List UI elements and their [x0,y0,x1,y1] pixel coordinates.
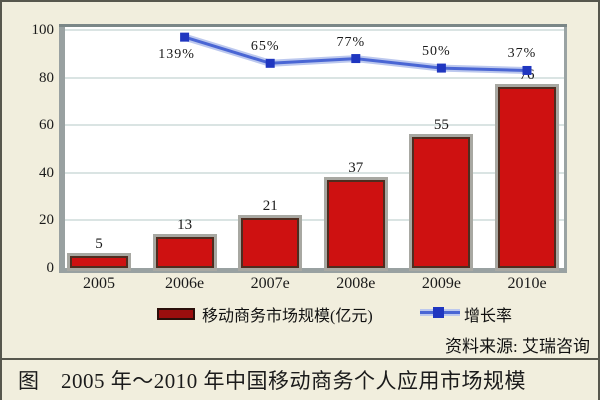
bar-value-label: 13 [177,217,193,234]
bar-value-label: 5 [95,236,103,253]
y-tick-label: 40 [39,164,54,181]
x-tick-label: 2006e [165,275,205,292]
plot-area [65,27,564,268]
x-axis [59,268,567,273]
legend-line-marker-icon [433,307,444,318]
y-tick-label: 20 [39,212,54,229]
growth-value-label: 37% [507,46,537,62]
bar-value-label: 37 [348,159,364,176]
gridline [65,171,564,174]
gridline [65,124,564,127]
bar [238,215,303,271]
y-tick-label: 100 [31,22,55,38]
bar-value-label: 76 [519,67,535,84]
x-tick-label: 2010e [507,275,547,292]
bar [67,253,131,271]
plot-top-border [59,24,567,27]
growth-value-label: 77% [336,34,366,50]
y-tick-label: 0 [46,260,55,276]
x-tick-label: 2009e [421,275,461,292]
bar [323,176,388,271]
plot-right-border [564,27,567,273]
gridline [65,219,564,222]
legend-bar-label: 移动商务市场规模(亿元) [202,308,373,325]
bar [409,134,474,271]
caption-band: 图 2005 年～2010 年中国移动商务个人应用市场规模 [2,360,598,400]
bar-value-label: 21 [262,198,278,215]
growth-value-label: 50% [422,44,451,60]
growth-value-label: 65% [250,39,280,55]
figure-caption: 图 2005 年～2010 年中国移动商务个人应用市场规模 [18,369,526,393]
bar [152,234,217,271]
x-tick-label: 2005 [83,275,115,292]
bar [495,84,559,271]
x-tick-label: 2007e [250,275,290,292]
x-tick-label: 2008e [336,275,376,292]
gridline [65,29,564,31]
growth-value-label: 139% [158,47,195,63]
legend-line-label: 增长率 [464,308,513,325]
y-tick-label: 80 [39,69,54,86]
caption-divider [2,358,598,360]
legend-bar-swatch [157,308,195,320]
gridline [65,76,564,79]
y-tick-label: 60 [39,117,54,134]
y-axis [59,27,65,268]
source-note: 资料来源: 艾瑞咨询 [445,337,590,356]
bar-value-label: 55 [433,117,449,134]
